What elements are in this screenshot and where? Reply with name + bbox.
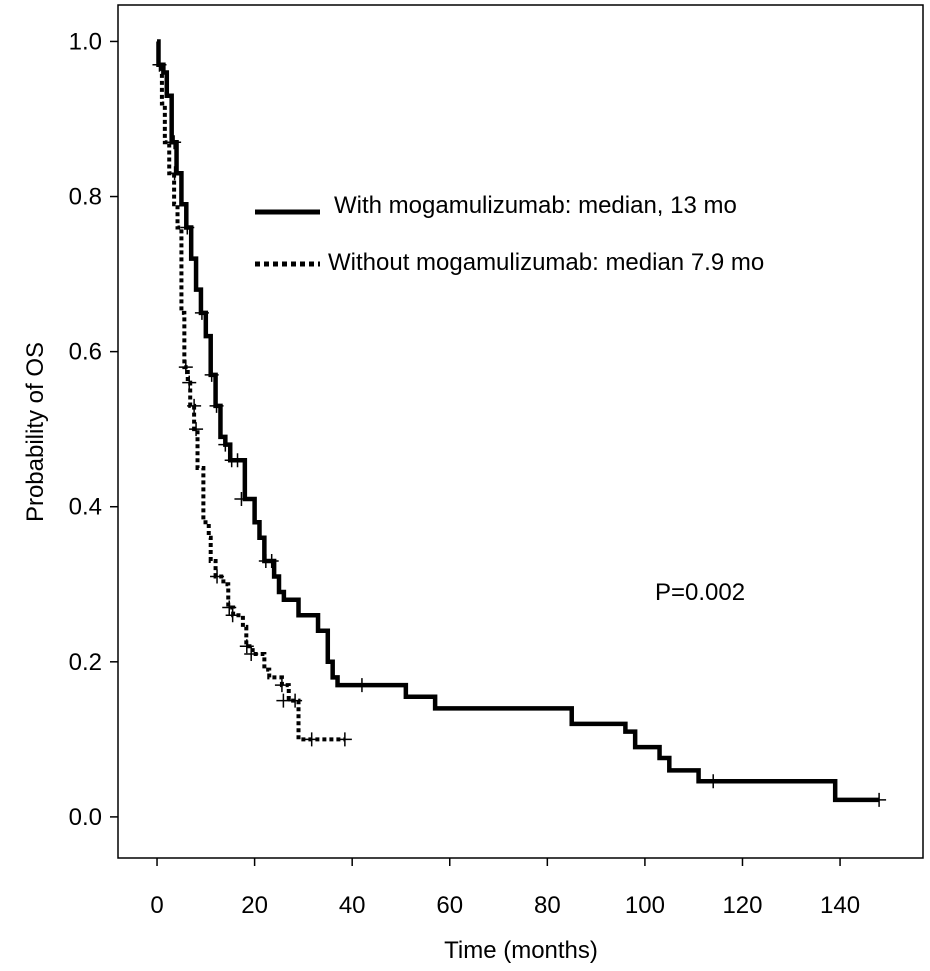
x-tick-label: 140: [820, 892, 860, 919]
y-tick-label: 0.6: [69, 339, 102, 366]
y-tick-label: 0.0: [69, 804, 102, 831]
censor-mark: [178, 360, 193, 375]
censor-mark: [218, 437, 233, 452]
censor-mark: [209, 398, 224, 413]
censor-mark: [264, 554, 279, 569]
censor-mark: [167, 135, 182, 150]
y-tick-label: 0.4: [69, 494, 102, 521]
x-axis: 0 20 40 60 80 100 120 140: [150, 858, 860, 919]
censor-mark: [244, 647, 259, 662]
censor-mark: [304, 732, 319, 747]
censor-mark: [204, 367, 219, 382]
x-axis-label: Time (months): [444, 937, 598, 964]
censor-mark: [337, 732, 352, 747]
y-axis-label: Probability of OS: [22, 342, 49, 522]
y-tick-label: 1.0: [69, 28, 102, 55]
censor-mark: [230, 453, 245, 468]
censor-mark: [225, 608, 240, 623]
censor-mark: [182, 375, 197, 390]
censor-mark: [187, 398, 202, 413]
y-tick-label: 0.8: [69, 184, 102, 211]
censor-mark: [872, 792, 887, 807]
x-tick-label: 0: [150, 892, 163, 919]
series-layer: [156, 39, 880, 803]
censor-mark: [194, 305, 209, 320]
censor-mark: [180, 220, 195, 235]
x-tick-label: 60: [436, 892, 463, 919]
legend-label-without-mogamulizumab: Without mogamulizumab: median 7.9 mo: [328, 249, 764, 276]
x-tick-label: 120: [722, 892, 762, 919]
censor-mark: [234, 491, 249, 506]
curve-with-mogamulizumab: [156, 39, 880, 803]
censor-mark: [706, 774, 721, 789]
censor-mark: [210, 569, 225, 584]
plot-frame: [117, 4, 924, 859]
x-tick-label: 40: [339, 892, 366, 919]
censor-mark: [189, 422, 204, 437]
legend: With mogamulizumab: median, 13 mo Withou…: [255, 192, 764, 276]
censor-marks: [152, 57, 887, 807]
censor-mark: [152, 57, 167, 72]
censor-mark: [354, 678, 369, 693]
curve-without-mogamulizumab: [157, 62, 345, 742]
censor-mark: [288, 693, 303, 708]
y-tick-label: 0.2: [69, 649, 102, 676]
censor-mark: [222, 600, 237, 615]
y-axis: 0.0 0.2 0.4 0.6 0.8 1.0: [69, 28, 118, 831]
x-tick-label: 80: [534, 892, 561, 919]
x-tick-label: 100: [625, 892, 665, 919]
x-tick-label: 20: [241, 892, 268, 919]
censor-mark: [239, 639, 254, 654]
censor-mark: [167, 166, 182, 181]
p-value-annotation: P=0.002: [655, 579, 745, 606]
legend-label-with-mogamulizumab: With mogamulizumab: median, 13 mo: [334, 192, 737, 219]
censor-mark: [276, 693, 291, 708]
censor-mark: [274, 678, 289, 693]
